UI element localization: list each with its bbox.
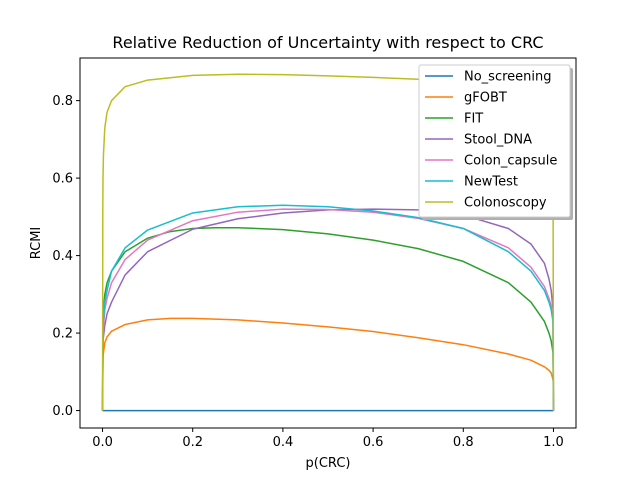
y-tick-label-3: 0.6 xyxy=(52,172,73,187)
series-line-4 xyxy=(101,208,555,411)
x-tick-label-0: 0.0 xyxy=(92,435,113,450)
legend-items: No_screening gFOBT FIT Stool_DNA Colon_capsu… xyxy=(425,70,557,211)
legend-box xyxy=(418,64,571,218)
plot-lines xyxy=(101,73,555,412)
legend: No_screening gFOBT FIT Stool_DNA Colon_capsu… xyxy=(418,64,573,220)
legend-label-3: Stool_DNA xyxy=(464,133,532,148)
y-axis-label: RCMI xyxy=(29,227,44,260)
x-axis-label: p(CRC) xyxy=(306,456,351,471)
y-tick-label-1: 0.2 xyxy=(52,327,73,342)
series-line-5 xyxy=(101,204,555,411)
legend-label-1: gFOBT xyxy=(464,91,507,106)
x-tick-label-2: 0.4 xyxy=(273,435,294,450)
x-tick-label-4: 0.8 xyxy=(453,435,474,450)
y-tick-label-4: 0.8 xyxy=(52,94,73,109)
legend-label-6: Colonoscopy xyxy=(464,196,547,211)
series-line-1 xyxy=(101,317,555,411)
legend-label-0: No_screening xyxy=(464,70,552,85)
legend-label-2: FIT xyxy=(464,112,483,127)
x-tick-label-5: 1.0 xyxy=(543,435,564,450)
series-line-2 xyxy=(101,226,555,411)
y-axis-ticks: 0.0 0.2 0.4 0.6 0.8 xyxy=(52,94,80,419)
legend-label-5: NewTest xyxy=(464,175,518,190)
x-axis-ticks: 0.0 0.2 0.4 0.6 0.8 1.0 xyxy=(92,428,564,450)
y-tick-label-2: 0.4 xyxy=(52,249,73,264)
plot-frame xyxy=(79,57,577,429)
y-tick-label-0: 0.0 xyxy=(52,404,73,419)
x-tick-label-1: 0.2 xyxy=(182,435,203,450)
chart-title: Relative Reduction of Uncertainty with r… xyxy=(112,33,543,52)
legend-label-4: Colon_capsule xyxy=(464,154,557,169)
x-tick-label-3: 0.6 xyxy=(363,435,384,450)
